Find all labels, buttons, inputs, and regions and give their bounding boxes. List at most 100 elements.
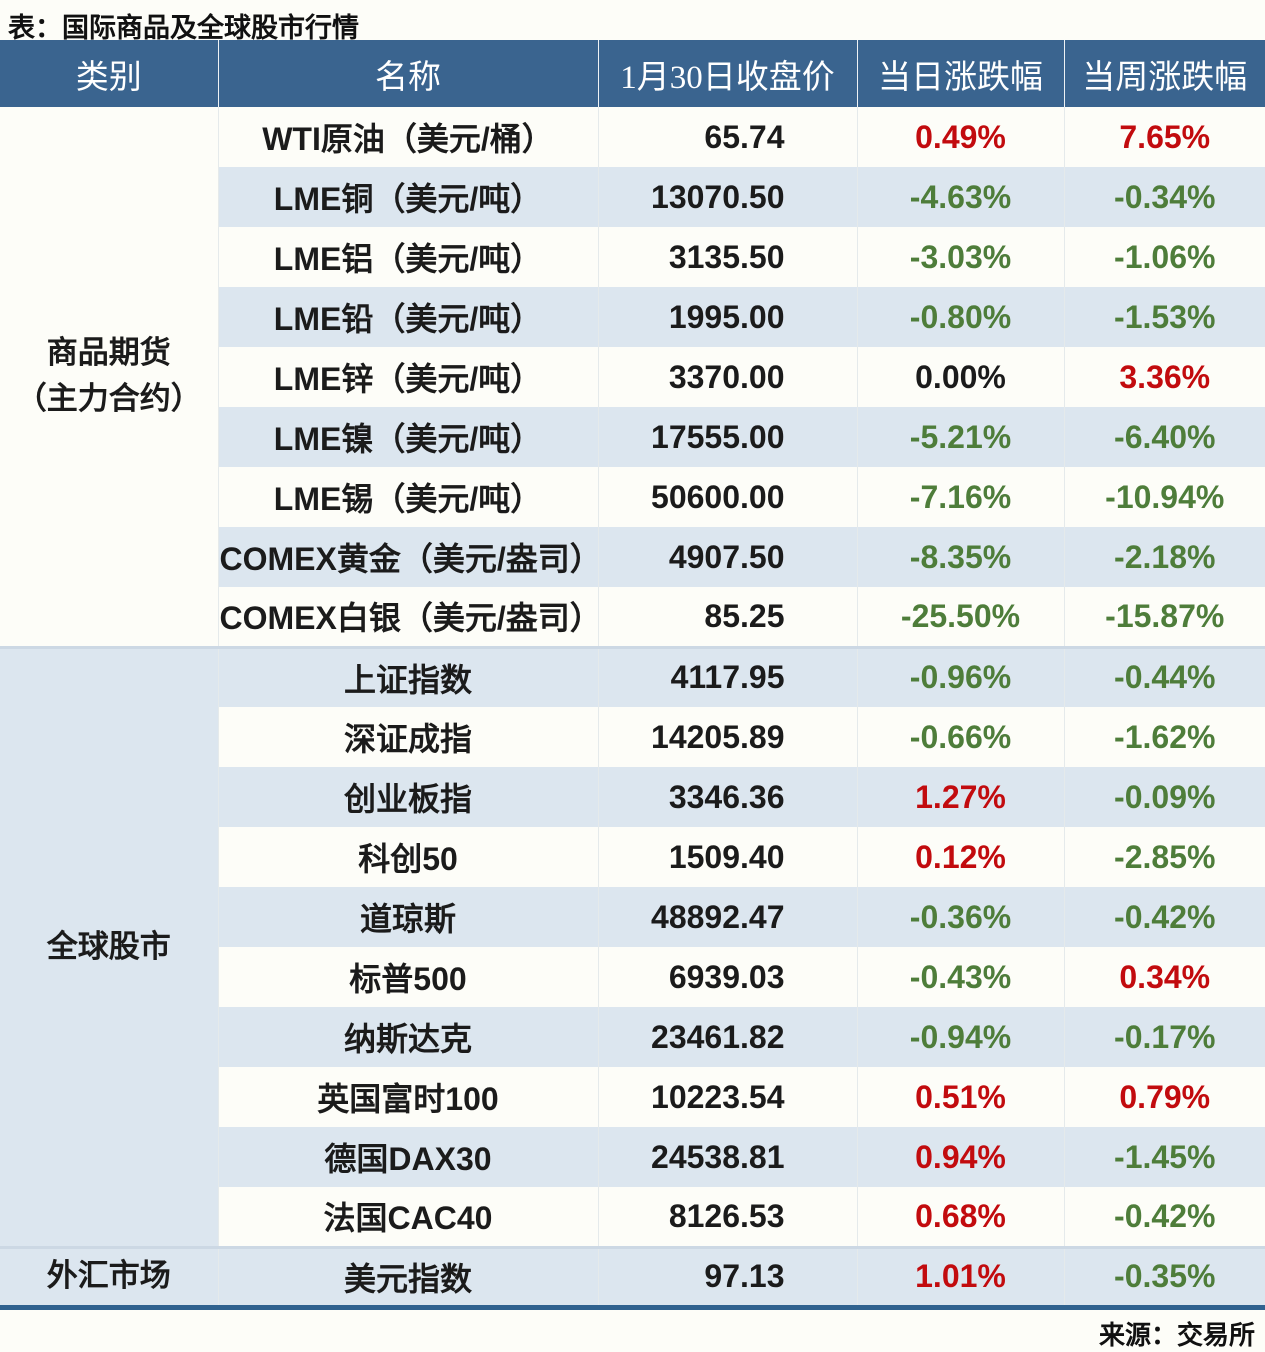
instrument-name-cell: LME锡（美元/吨） xyxy=(218,467,599,527)
instrument-name-cell: 创业板指 xyxy=(218,767,599,827)
col-header-daily-change: 当日涨跌幅 xyxy=(857,40,1065,107)
close-price-cell: 85.25 xyxy=(598,587,858,647)
weekly-change-cell: -1.06% xyxy=(1064,227,1265,287)
col-header-close-price: 1月30日收盘价 xyxy=(598,40,858,107)
instrument-name-cell: LME镍（美元/吨） xyxy=(218,407,599,467)
close-price-cell: 3370.00 xyxy=(598,347,858,407)
weekly-change-cell: -0.35% xyxy=(1064,1245,1265,1307)
close-price-cell: 17555.00 xyxy=(598,407,858,467)
instrument-name-cell: 科创50 xyxy=(218,827,599,887)
col-header-weekly-change: 当周涨跌幅 xyxy=(1064,40,1265,107)
weekly-change-cell: -1.62% xyxy=(1064,707,1265,767)
table-row: LME铜（美元/吨） 13070.50 -4.63% -0.34% xyxy=(0,167,1265,227)
instrument-name-cell: 上证指数 xyxy=(218,645,599,707)
table-row: 商品期货 （主力合约） WTI原油（美元/桶） 65.74 0.49% 7.65% xyxy=(0,107,1265,647)
daily-change-cell: 0.49% xyxy=(857,107,1065,167)
close-price-cell: 24538.81 xyxy=(598,1127,858,1187)
close-price-cell: 4117.95 xyxy=(598,645,858,707)
weekly-change-cell: -6.40% xyxy=(1064,407,1265,467)
table-row: 英国富时100 10223.54 0.51% 0.79% xyxy=(0,1067,1265,1127)
weekly-change-cell: -0.42% xyxy=(1064,1187,1265,1247)
instrument-name-cell: 英国富时100 xyxy=(218,1067,599,1127)
weekly-change-cell: 0.79% xyxy=(1064,1067,1265,1127)
weekly-change-cell: -2.18% xyxy=(1064,527,1265,587)
close-price-cell: 97.13 xyxy=(598,1245,858,1307)
weekly-change-cell: -1.45% xyxy=(1064,1127,1265,1187)
table-row: 深证成指 14205.89 -0.66% -1.62% xyxy=(0,707,1265,767)
table-header: 类别 名称 1月30日收盘价 当日涨跌幅 当周涨跌幅 xyxy=(0,40,1265,107)
daily-change-cell: -7.16% xyxy=(857,467,1065,527)
weekly-change-cell: -0.42% xyxy=(1064,887,1265,947)
table-row: COMEX白银（美元/盎司） 85.25 -25.50% -15.87% xyxy=(0,587,1265,647)
instrument-name-cell: 德国DAX30 xyxy=(218,1127,599,1187)
table-row: LME锌（美元/吨） 3370.00 0.00% 3.36% xyxy=(0,347,1265,407)
weekly-change-cell: -2.85% xyxy=(1064,827,1265,887)
instrument-name-cell: LME铅（美元/吨） xyxy=(218,287,599,347)
close-price-cell: 1509.40 xyxy=(598,827,858,887)
daily-change-cell: 0.68% xyxy=(857,1187,1065,1247)
market-table: 类别 名称 1月30日收盘价 当日涨跌幅 当周涨跌幅 商品期货 （主力合约） WT… xyxy=(0,40,1265,1310)
table-row: LME铝（美元/吨） 3135.50 -3.03% -1.06% xyxy=(0,227,1265,287)
close-price-cell: 8126.53 xyxy=(598,1187,858,1247)
daily-change-cell: 0.12% xyxy=(857,827,1065,887)
daily-change-cell: 0.51% xyxy=(857,1067,1065,1127)
weekly-change-cell: -0.17% xyxy=(1064,1007,1265,1067)
close-price-cell: 50600.00 xyxy=(598,467,858,527)
close-price-cell: 23461.82 xyxy=(598,1007,858,1067)
table-row: LME镍（美元/吨） 17555.00 -5.21% -6.40% xyxy=(0,407,1265,467)
close-price-cell: 65.74 xyxy=(598,107,858,167)
col-header-category: 类别 xyxy=(0,40,219,107)
daily-change-cell: 0.00% xyxy=(857,347,1065,407)
table-row: 外汇市场 美元指数 97.13 1.01% -0.35% xyxy=(0,1245,1265,1307)
table-row: 道琼斯 48892.47 -0.36% -0.42% xyxy=(0,887,1265,947)
close-price-cell: 6939.03 xyxy=(598,947,858,1007)
instrument-name-cell: WTI原油（美元/桶） xyxy=(218,107,599,167)
category-cell: 商品期货 （主力合约） xyxy=(0,107,219,647)
source-note: 来源：交易所 xyxy=(1098,1319,1255,1350)
weekly-change-cell: -10.94% xyxy=(1064,467,1265,527)
close-price-cell: 48892.47 xyxy=(598,887,858,947)
daily-change-cell: -8.35% xyxy=(857,527,1065,587)
close-price-cell: 3135.50 xyxy=(598,227,858,287)
instrument-name-cell: 标普500 xyxy=(218,947,599,1007)
close-price-cell: 1995.00 xyxy=(598,287,858,347)
instrument-name-cell: LME铝（美元/吨） xyxy=(218,227,599,287)
daily-change-cell: -0.94% xyxy=(857,1007,1065,1067)
weekly-change-cell: -15.87% xyxy=(1064,587,1265,647)
instrument-name-cell: 深证成指 xyxy=(218,707,599,767)
header-row: 类别 名称 1月30日收盘价 当日涨跌幅 当周涨跌幅 xyxy=(0,40,1265,107)
close-price-cell: 10223.54 xyxy=(598,1067,858,1127)
table-row: LME锡（美元/吨） 50600.00 -7.16% -10.94% xyxy=(0,467,1265,527)
table-row: LME铅（美元/吨） 1995.00 -0.80% -1.53% xyxy=(0,287,1265,347)
instrument-name-cell: LME铜（美元/吨） xyxy=(218,167,599,227)
instrument-name-cell: COMEX黄金（美元/盎司） xyxy=(218,527,599,587)
table-row: 全球股市 上证指数 4117.95 -0.96% -0.44% xyxy=(0,645,1265,1247)
weekly-change-cell: -0.34% xyxy=(1064,167,1265,227)
table-row: 科创50 1509.40 0.12% -2.85% xyxy=(0,827,1265,887)
table-title: 表：国际商品及全球股市行情 xyxy=(8,13,359,43)
category-cell: 外汇市场 xyxy=(0,1245,219,1307)
table-row: 法国CAC40 8126.53 0.68% -0.42% xyxy=(0,1187,1265,1247)
weekly-change-cell: -1.53% xyxy=(1064,287,1265,347)
weekly-change-cell: 7.65% xyxy=(1064,107,1265,167)
close-price-cell: 13070.50 xyxy=(598,167,858,227)
weekly-change-cell: -0.44% xyxy=(1064,645,1265,707)
daily-change-cell: -0.80% xyxy=(857,287,1065,347)
table-row: COMEX黄金（美元/盎司） 4907.50 -8.35% -2.18% xyxy=(0,527,1265,587)
daily-change-cell: 0.94% xyxy=(857,1127,1065,1187)
table-row: 标普500 6939.03 -0.43% 0.34% xyxy=(0,947,1265,1007)
daily-change-cell: -0.96% xyxy=(857,645,1065,707)
weekly-change-cell: 3.36% xyxy=(1064,347,1265,407)
daily-change-cell: -5.21% xyxy=(857,407,1065,467)
instrument-name-cell: LME锌（美元/吨） xyxy=(218,347,599,407)
daily-change-cell: 1.27% xyxy=(857,767,1065,827)
weekly-change-cell: -0.09% xyxy=(1064,767,1265,827)
table-row: 纳斯达克 23461.82 -0.94% -0.17% xyxy=(0,1007,1265,1067)
daily-change-cell: -4.63% xyxy=(857,167,1065,227)
daily-change-cell: -0.66% xyxy=(857,707,1065,767)
instrument-name-cell: 美元指数 xyxy=(218,1245,599,1307)
weekly-change-cell: 0.34% xyxy=(1064,947,1265,1007)
col-header-name: 名称 xyxy=(218,40,599,107)
daily-change-cell: -0.43% xyxy=(857,947,1065,1007)
daily-change-cell: -25.50% xyxy=(857,587,1065,647)
